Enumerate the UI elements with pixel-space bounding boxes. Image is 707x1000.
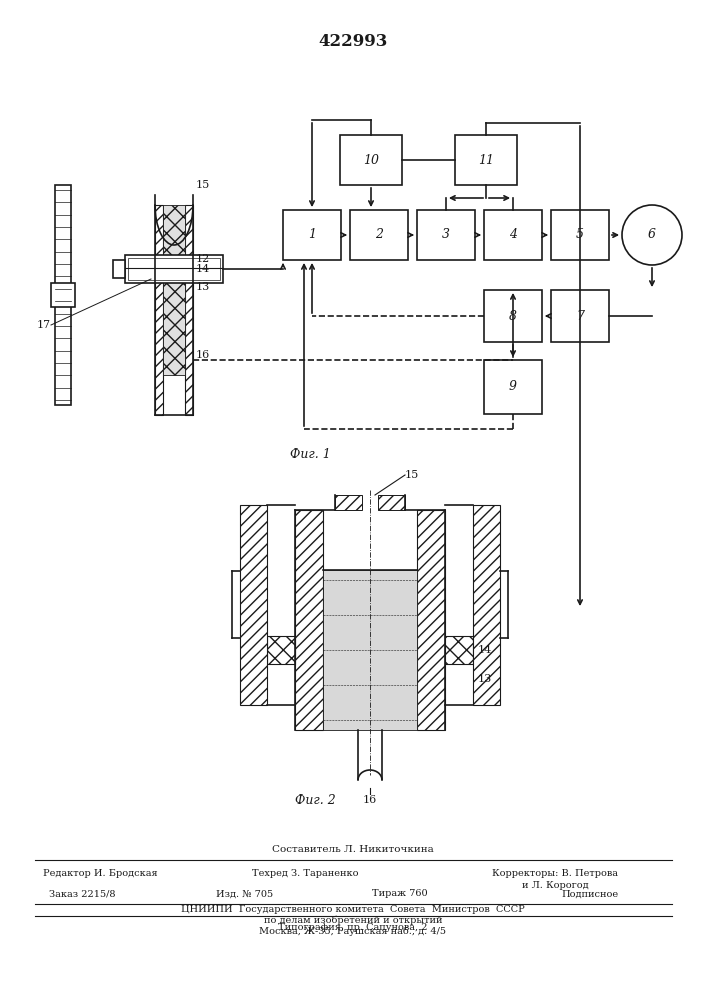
Bar: [185, 205, 193, 415]
Text: 8: 8: [509, 310, 517, 322]
Text: 3: 3: [442, 229, 450, 241]
Bar: [417, 210, 475, 260]
Text: Корректоры: В. Петрова: Корректоры: В. Петрова: [492, 868, 618, 878]
Text: 14: 14: [196, 264, 210, 274]
Bar: [484, 210, 542, 260]
Text: 13: 13: [478, 674, 492, 684]
Text: 7: 7: [576, 310, 584, 322]
Bar: [340, 135, 402, 185]
Text: 13: 13: [196, 282, 210, 292]
Bar: [295, 510, 323, 730]
Text: 9: 9: [509, 380, 517, 393]
Text: Типография, пр. Сапунова, 2: Типография, пр. Сапунова, 2: [279, 924, 428, 932]
Text: 15: 15: [405, 470, 419, 480]
Text: Фиг. 1: Фиг. 1: [290, 448, 330, 462]
Text: по делам изобретений и открытий: по делам изобретений и открытий: [264, 915, 443, 925]
Text: Составитель Л. Никиточкина: Составитель Л. Никиточкина: [272, 846, 434, 854]
Bar: [267, 636, 295, 664]
Text: 15: 15: [196, 180, 210, 190]
Bar: [113, 260, 125, 278]
Text: 17: 17: [37, 320, 51, 330]
Bar: [125, 255, 223, 283]
Text: 422993: 422993: [318, 33, 387, 50]
Bar: [240, 505, 267, 705]
Bar: [445, 636, 473, 664]
Bar: [378, 495, 405, 510]
Bar: [473, 505, 500, 705]
Bar: [551, 290, 609, 342]
Text: Москва, Ж-35, Раушская наб., д. 4/5: Москва, Ж-35, Раушская наб., д. 4/5: [259, 926, 447, 936]
Text: Техред З. Тараненко: Техред З. Тараненко: [252, 868, 358, 878]
Text: Редактор И. Бродская: Редактор И. Бродская: [42, 868, 158, 878]
Text: 11: 11: [478, 153, 494, 166]
Bar: [163, 205, 185, 375]
Text: 14: 14: [478, 645, 492, 655]
Bar: [55, 185, 71, 405]
Text: Подписное: Подписное: [561, 890, 619, 898]
Bar: [283, 210, 341, 260]
Bar: [484, 360, 542, 414]
Text: 2: 2: [375, 229, 383, 241]
Text: 12: 12: [196, 254, 210, 264]
Bar: [51, 283, 75, 307]
Text: 4: 4: [509, 229, 517, 241]
Bar: [128, 258, 220, 280]
Text: 1: 1: [308, 229, 316, 241]
Text: Тираж 760: Тираж 760: [372, 890, 428, 898]
Text: 16: 16: [196, 350, 210, 360]
Text: Заказ 2215/8: Заказ 2215/8: [49, 890, 115, 898]
Circle shape: [622, 205, 682, 265]
Text: 10: 10: [363, 153, 379, 166]
Bar: [455, 135, 517, 185]
Text: 5: 5: [576, 229, 584, 241]
Text: ЦНИИПИ  Государственного комитета  Совета  Министров  СССР: ЦНИИПИ Государственного комитета Совета …: [181, 904, 525, 914]
Text: 16: 16: [363, 795, 377, 805]
Text: и Л. Корогод: и Л. Корогод: [522, 882, 588, 890]
Text: Изд. № 705: Изд. № 705: [216, 890, 274, 898]
Text: 6: 6: [648, 229, 656, 241]
Text: Фиг. 2: Фиг. 2: [295, 794, 336, 806]
Bar: [155, 205, 163, 415]
Bar: [551, 210, 609, 260]
Bar: [417, 510, 445, 730]
Bar: [484, 290, 542, 342]
Bar: [335, 495, 362, 510]
Bar: [323, 570, 417, 730]
Bar: [350, 210, 408, 260]
